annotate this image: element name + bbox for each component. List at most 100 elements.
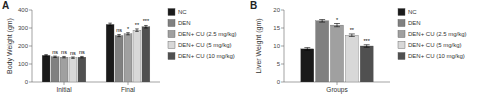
- annotations: ******: [336, 17, 371, 44]
- marks: [301, 20, 373, 82]
- annotation: ns: [79, 49, 85, 55]
- bar: [124, 34, 132, 82]
- panel: ABody Weight (gm)0100200300400nsnsnsnsns…: [2, 0, 237, 93]
- bar: [60, 57, 68, 82]
- y-tick-label: 0: [25, 79, 29, 85]
- error-bar: [80, 56, 84, 57]
- annotation: ns: [116, 27, 122, 33]
- y-tick-label: 20: [273, 7, 280, 13]
- legend-swatch: [398, 20, 405, 27]
- annotation: ns: [52, 49, 58, 55]
- annotation: ***: [363, 38, 370, 44]
- bar: [330, 25, 343, 82]
- y-axis-label: Liver Weight (gm): [255, 18, 263, 73]
- y-tick: [281, 64, 284, 65]
- y-tick: [281, 82, 284, 83]
- y-tick: [281, 28, 284, 29]
- error-bar: [53, 56, 57, 57]
- y-tick-label: 300: [18, 25, 29, 31]
- y-axis-line: [32, 10, 33, 82]
- legend-label: DEN+ CU (10 mg/kg): [408, 53, 465, 59]
- y-tick-label: 5: [277, 61, 281, 67]
- legend-label: DEN+ CU (2.5 mg/kg): [408, 31, 467, 37]
- legend: NC DEN DEN+ CU (2.5 mg/kg) DEN+ CU (5 mg/kg…: [168, 9, 237, 60]
- panel-title: B: [250, 0, 257, 11]
- y-tick-label: 200: [18, 43, 29, 49]
- legend-label: DEN+ CU (5 mg/kg): [178, 42, 232, 48]
- error-bar: [304, 48, 310, 51]
- panel: BLiver Weight (gm)05101520******GroupsNC…: [250, 0, 467, 94]
- legend-label: DEN: [408, 20, 421, 26]
- error-bar: [71, 57, 75, 58]
- y-tick-label: 0: [277, 79, 281, 85]
- legend-swatch: [168, 31, 175, 38]
- bar: [78, 57, 86, 82]
- legend-swatch: [168, 20, 175, 27]
- error-bar: [319, 20, 325, 23]
- error-bar: [62, 56, 66, 57]
- legend: NC DEN DEN+ CU (2.5 mg/kg) DEN+ CU (5 mg/kg…: [398, 9, 467, 60]
- marks: [42, 23, 150, 82]
- y-tick: [281, 46, 284, 47]
- bar: [142, 27, 150, 82]
- error-bar: [108, 23, 112, 26]
- legend-label: DEN: [178, 20, 191, 26]
- y-tick: [29, 10, 32, 11]
- annotations: nsnsnsnsns******: [52, 18, 150, 56]
- error-bar: [364, 45, 370, 48]
- y-tick-label: 400: [18, 7, 29, 13]
- annotation: **: [135, 22, 140, 28]
- bar: [106, 24, 114, 82]
- y-tick: [29, 28, 32, 29]
- bar: [133, 30, 141, 82]
- legend-swatch: [398, 9, 405, 16]
- panel-title: A: [2, 0, 9, 11]
- legend-label: NC: [408, 9, 417, 15]
- y-tick-label: 10: [273, 43, 280, 49]
- error-bar: [349, 34, 355, 37]
- error-bar: [135, 29, 139, 32]
- legend-swatch: [398, 42, 405, 49]
- x-tick-label: Groups: [326, 86, 348, 94]
- bar: [69, 58, 77, 82]
- y-axis-line: [284, 10, 285, 82]
- annotation: *: [336, 17, 339, 23]
- error-bar: [144, 25, 148, 28]
- legend-label: DEN+ CU (5 mg/kg): [408, 42, 462, 48]
- error-bar: [126, 33, 130, 35]
- y-tick-label: 15: [273, 25, 280, 31]
- x-tick-label: Final: [121, 86, 136, 93]
- annotation: ns: [70, 50, 76, 56]
- annotation: **: [350, 27, 355, 33]
- legend-label: NC: [178, 9, 187, 15]
- legend-swatch: [398, 53, 405, 60]
- y-tick: [29, 82, 32, 83]
- legend-label: DEN+ CU (10 mg/kg): [178, 53, 235, 59]
- bar: [115, 36, 123, 82]
- legend-swatch: [398, 31, 405, 38]
- legend-swatch: [168, 9, 175, 16]
- y-tick: [29, 64, 32, 65]
- annotation: *: [127, 26, 130, 32]
- bar: [42, 55, 50, 82]
- error-bar: [44, 55, 48, 56]
- bar: [301, 49, 314, 82]
- y-tick: [281, 10, 284, 11]
- y-tick: [29, 46, 32, 47]
- annotation: ns: [61, 49, 67, 55]
- x-tick-label: Initial: [56, 86, 72, 93]
- bar: [345, 35, 358, 82]
- x-tick: [64, 82, 65, 85]
- legend-swatch: [168, 42, 175, 49]
- legend-swatch: [168, 53, 175, 60]
- bar: [51, 57, 59, 82]
- bar: [360, 46, 373, 82]
- error-bar: [334, 24, 340, 27]
- annotation: ***: [143, 18, 150, 24]
- figure: ABody Weight (gm)0100200300400nsnsnsnsns…: [0, 0, 500, 101]
- x-tick: [337, 82, 338, 85]
- error-bar: [117, 34, 121, 36]
- bar: [316, 21, 329, 82]
- legend-label: DEN+ CU (2.5 mg/kg): [178, 31, 237, 37]
- x-tick: [128, 82, 129, 85]
